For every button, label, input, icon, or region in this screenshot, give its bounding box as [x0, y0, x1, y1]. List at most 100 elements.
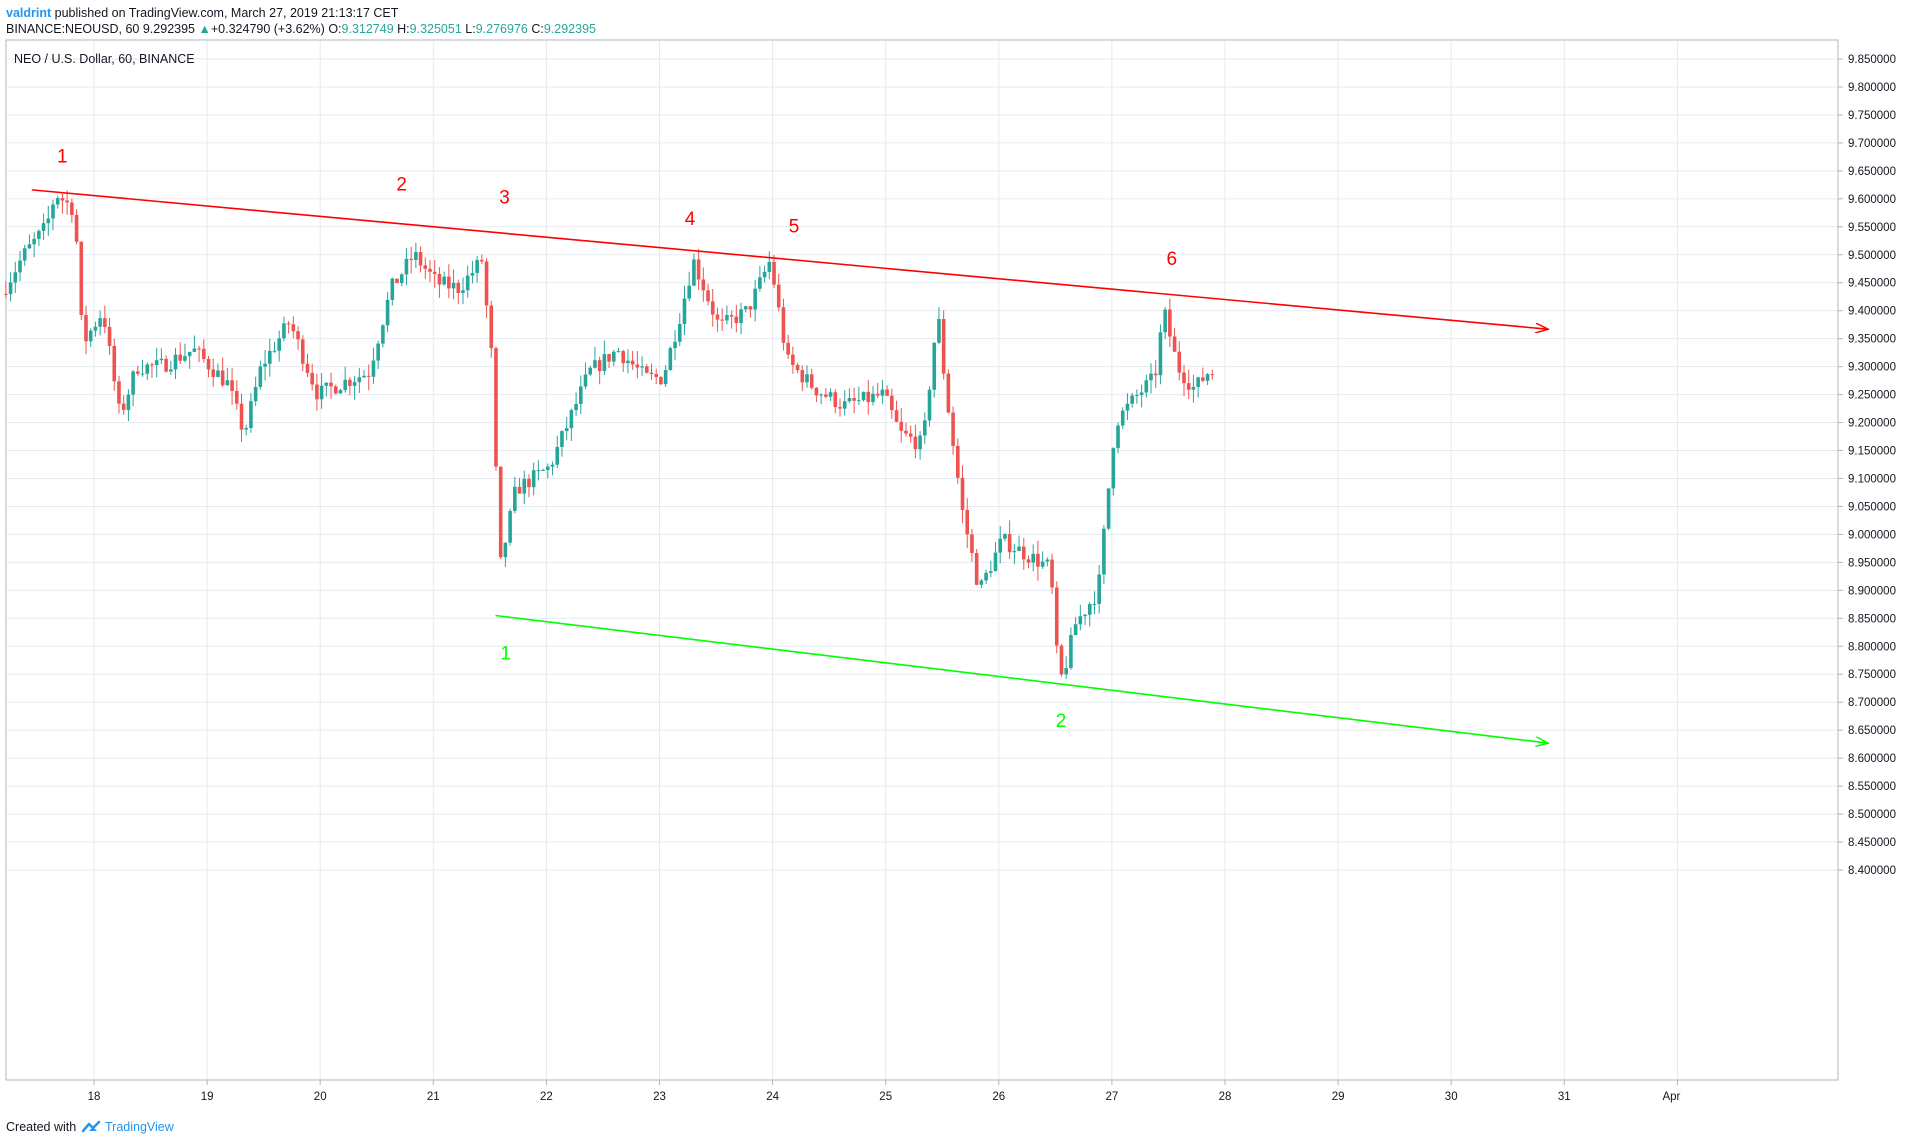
- time-tick-label: 25: [879, 1091, 892, 1103]
- candle-up: [1083, 613, 1087, 626]
- price-tick-label: 9.450000: [1848, 278, 1896, 290]
- candle-down: [136, 365, 140, 376]
- symbol-quote-line: BINANCE:NEOUSD, 60 9.292395 ▲+0.324790 (…: [6, 22, 596, 36]
- candle-down: [965, 498, 970, 549]
- candle-up: [126, 389, 131, 422]
- candle-up: [988, 560, 993, 578]
- candle-down: [833, 389, 838, 414]
- candle-up: [640, 356, 644, 376]
- candle-up: [588, 365, 593, 377]
- candle-down: [178, 342, 183, 365]
- support-touch-label: 1: [500, 644, 511, 665]
- candle-down: [447, 264, 451, 299]
- time-axis[interactable]: 18 19 20 21 22 23 24 25 26 27 28 29 30 31 Apr: [88, 1080, 1681, 1103]
- candle-up: [871, 386, 875, 406]
- resistance-touch-label: 4: [685, 209, 696, 230]
- candle-down: [65, 190, 69, 215]
- candle-up: [51, 199, 55, 231]
- price-tick-label: 9.800000: [1848, 82, 1896, 94]
- open-label: O:: [328, 22, 342, 36]
- candle-up: [1012, 543, 1017, 564]
- candle-up: [475, 256, 479, 283]
- candle-up: [569, 408, 574, 441]
- candle-down: [795, 362, 800, 374]
- candle-up: [918, 431, 922, 460]
- candle-down: [720, 308, 724, 332]
- price-tick-label: 9.650000: [1848, 166, 1896, 178]
- trendlines[interactable]: [31, 189, 1548, 744]
- candle-down: [729, 310, 734, 329]
- candle-up: [541, 468, 545, 472]
- chart-title: NEO / U.S. Dollar, 60, BINANCE: [14, 52, 195, 66]
- candle-up: [169, 360, 173, 375]
- candle-up: [371, 347, 376, 384]
- candle-up: [743, 305, 748, 313]
- candle-down: [329, 372, 333, 399]
- resistance-touch-label: 5: [789, 216, 800, 237]
- candle-up: [1130, 392, 1134, 408]
- candle-down: [701, 267, 706, 302]
- tradingview-brand-link[interactable]: TradingView: [105, 1120, 174, 1134]
- candle-up: [1205, 373, 1210, 386]
- candle-up: [739, 302, 743, 335]
- candle-up: [13, 261, 18, 294]
- time-tick-label: 29: [1332, 1091, 1345, 1103]
- candle-down: [1021, 537, 1026, 570]
- candle-up: [574, 392, 578, 417]
- candle-down: [366, 364, 371, 391]
- candle-up: [465, 265, 470, 298]
- candle-up: [579, 375, 583, 415]
- candle-down: [659, 376, 663, 386]
- candle-down: [1059, 644, 1064, 677]
- low-value: 9.276976: [475, 22, 528, 36]
- candle-up: [357, 367, 362, 393]
- candle-up: [46, 205, 51, 236]
- candle-up: [1111, 447, 1116, 496]
- candle-up: [762, 265, 767, 283]
- candle-up: [37, 229, 41, 247]
- candle-up: [253, 376, 258, 406]
- candle-up: [564, 417, 569, 441]
- price-tick-label: 8.800000: [1848, 641, 1896, 653]
- candle-up: [352, 375, 357, 400]
- candle-up: [998, 526, 1003, 564]
- candle-up: [805, 365, 809, 388]
- candle-up: [828, 388, 833, 402]
- time-tick-label: 30: [1445, 1091, 1458, 1103]
- open-value: 9.312749: [341, 22, 394, 36]
- candle-down: [1153, 360, 1158, 389]
- candle-up: [857, 386, 861, 405]
- candle-down: [291, 316, 296, 339]
- candle-down: [517, 478, 522, 494]
- price-tick-label: 9.550000: [1848, 222, 1896, 234]
- candle-down: [951, 406, 955, 455]
- candle-up: [663, 365, 668, 387]
- candle-up: [362, 369, 366, 379]
- support-trendline[interactable]: [495, 614, 1548, 744]
- candle-up: [1092, 591, 1097, 615]
- candle-up: [819, 393, 823, 405]
- resistance-trendline[interactable]: [31, 189, 1548, 329]
- footer: Created with TradingView: [0, 1108, 1909, 1145]
- price-axis[interactable]: 9.850000 9.800000 9.750000 9.700000 9.650000…: [1838, 54, 1896, 877]
- candle-down: [875, 382, 880, 399]
- candle-up: [154, 347, 159, 378]
- candle-down: [211, 358, 216, 387]
- chart-header: valdrint published on TradingView.com, M…: [0, 0, 1909, 40]
- candle-up: [1144, 374, 1149, 398]
- author-link[interactable]: valdrint: [6, 6, 52, 20]
- time-tick-label: 19: [201, 1091, 214, 1103]
- candle-down: [791, 346, 795, 374]
- candle-down: [644, 363, 649, 374]
- candle-up: [880, 380, 885, 404]
- candle-up: [319, 373, 324, 409]
- candle-down: [696, 248, 701, 291]
- candle-up: [767, 251, 772, 280]
- candle-down: [1182, 364, 1186, 397]
- candle-down: [206, 356, 211, 378]
- symbol-label: BINANCE:NEOUSD, 60: [6, 22, 140, 36]
- high-value: 9.325051: [409, 22, 462, 36]
- candle-down: [946, 369, 951, 414]
- candle-up: [1116, 422, 1120, 454]
